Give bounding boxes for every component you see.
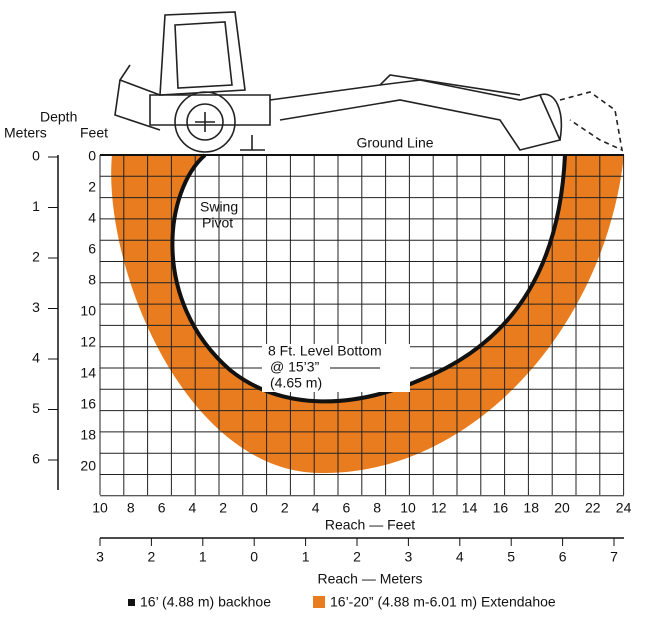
label-bg [78, 428, 98, 444]
depth-feet-tick: 2 [88, 179, 96, 195]
label-bg [78, 211, 98, 227]
reach-feet-tick: 10 [400, 500, 416, 516]
reach-meters-tick: 4 [456, 549, 464, 565]
depth-feet-tick: 20 [80, 458, 96, 474]
depth-meters-tick: 6 [32, 451, 40, 467]
depth-meters-tick: 4 [32, 350, 40, 366]
reach-feet-tick: 16 [493, 500, 509, 516]
level-bottom-label: (4.65 m) [270, 375, 322, 391]
depth-feet-tick: 14 [80, 365, 96, 381]
depth-meters-tick: 1 [32, 198, 40, 214]
reach-feet-tick: 20 [554, 500, 570, 516]
level-bottom-label: 8 Ft. Level Bottom [268, 343, 382, 359]
reach-feet-tick: 2 [219, 500, 227, 516]
label-bg [78, 397, 98, 413]
reach-meters-title: Reach — Meters [317, 571, 422, 587]
label-bg [78, 335, 98, 351]
legend-swatch-backhoe [128, 599, 135, 606]
depth-meters-tick: 2 [32, 249, 40, 265]
reach-meters-tick: 1 [199, 549, 207, 565]
reach-feet-tick: 2 [281, 500, 289, 516]
depth-feet-tick: 4 [88, 210, 96, 226]
label-bg [78, 304, 98, 320]
swing-pivot-label: Pivot [202, 215, 233, 231]
swing-pivot-label: Swing [200, 199, 238, 215]
level-bottom-label: @ 15’3” [270, 359, 320, 375]
label-bg [78, 242, 98, 258]
depth-feet-tick: 18 [80, 427, 96, 443]
reach-feet-tick: 6 [343, 500, 351, 516]
depth-title: Depth [40, 109, 77, 125]
reach-feet-title: Reach — Feet [325, 517, 415, 533]
reach-meters-tick: 2 [148, 549, 156, 565]
legend-extendahoe: 16’-20” (4.88 m-6.01 m) Extendahoe [330, 594, 556, 610]
depth-feet-tick: 12 [80, 334, 96, 350]
backhoe-envelope [170, 153, 567, 404]
depth-feet-tick: 8 [88, 272, 96, 288]
label-bg [78, 366, 98, 382]
reach-meters-tick: 3 [96, 549, 104, 565]
reach-meters-tick: 6 [559, 549, 567, 565]
label-bg [78, 180, 98, 196]
reach-meters-tick: 2 [353, 549, 361, 565]
depth-feet-tick: 10 [80, 303, 96, 319]
reach-feet-tick: 6 [158, 500, 166, 516]
meters-label: Meters [4, 125, 47, 141]
reach-meters-tick: 1 [302, 549, 310, 565]
label-bg [340, 135, 450, 153]
legend-swatch-extendahoe [313, 596, 325, 608]
reach-feet-tick: 10 [92, 500, 108, 516]
depth-meters-tick: 0 [32, 148, 40, 164]
depth-feet-tick: 6 [88, 241, 96, 257]
reach-feet-tick: 14 [462, 500, 478, 516]
depth-feet-tick: 0 [88, 148, 96, 164]
label-bg [78, 149, 98, 165]
extendahoe-envelope [111, 155, 624, 474]
reach-feet-tick: 12 [431, 500, 447, 516]
reach-feet-tick: 8 [127, 500, 135, 516]
depth-meters-tick: 5 [32, 400, 40, 416]
reach-feet-tick: 4 [189, 500, 197, 516]
reach-meters-tick: 0 [250, 549, 258, 565]
reach-meters-tick: 3 [405, 549, 413, 565]
reach-feet-tick: 24 [616, 500, 632, 516]
feet-label: Feet [80, 125, 108, 141]
reach-feet-tick: 22 [585, 500, 601, 516]
label-bg [78, 459, 98, 475]
machine-sketch [114, 11, 624, 153]
reach-meters-tick: 5 [507, 549, 515, 565]
depth-meters-tick: 3 [32, 299, 40, 315]
reach-feet-tick: 8 [373, 500, 381, 516]
reach-meters-tick: 7 [610, 549, 618, 565]
ground-line-label: Ground Line [356, 135, 433, 151]
reach-feet-tick: 4 [312, 500, 320, 516]
label-bg [78, 273, 98, 289]
legend-backhoe: 16’ (4.88 m) backhoe [140, 594, 271, 610]
depth-feet-tick: 16 [80, 396, 96, 412]
reach-feet-tick: 18 [523, 500, 539, 516]
reach-feet-tick: 0 [250, 500, 258, 516]
